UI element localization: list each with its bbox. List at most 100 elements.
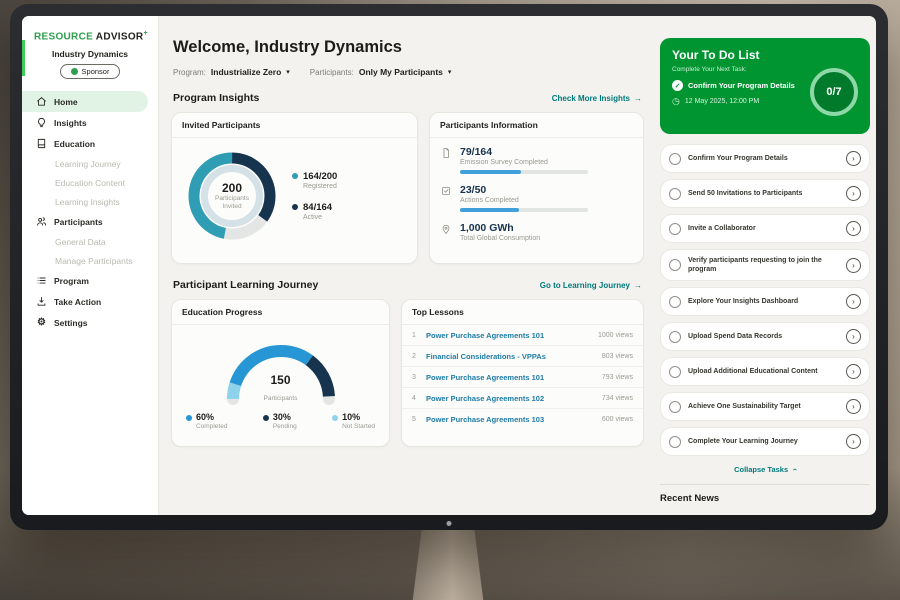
task-row-verify-participants[interactable]: Verify participants requesting to join t… (660, 249, 870, 281)
task-label: Achieve One Sustainability Target (688, 402, 839, 411)
todo-next-task[interactable]: ✓ Confirm Your Program Details (672, 80, 802, 91)
invited-participants-card: Invited Participants 200 (171, 112, 418, 264)
chevron-right-icon[interactable]: › (846, 221, 861, 236)
chevron-right-icon[interactable]: › (846, 399, 861, 414)
chevron-right-icon[interactable]: › (846, 434, 861, 449)
navy-dot-icon (263, 415, 269, 421)
task-checkbox[interactable] (669, 436, 681, 448)
donut-center-label: 200 Participants Invited (182, 146, 282, 246)
lesson-link[interactable]: Power Purchase Agreements 101 (426, 373, 596, 382)
org-block: Industry Dynamics Sponsor (22, 49, 158, 80)
sidebar-item-learning-journey[interactable]: Learning Journey (22, 154, 158, 173)
info-label: Emission Survey Completed (460, 159, 588, 166)
list-icon (36, 275, 47, 286)
participants-select[interactable]: Participants: Only My Participants ▾ (310, 67, 452, 77)
task-row-explore-insights[interactable]: Explore Your Insights Dashboard › (660, 287, 870, 316)
invited-donut-chart: 200 Participants Invited (182, 146, 282, 246)
legend-value: 84/164 (303, 202, 332, 213)
chevron-up-icon: › (790, 468, 799, 471)
task-row-upload-spend-data[interactable]: Upload Spend Data Records › (660, 322, 870, 351)
collapse-tasks-link[interactable]: Collapse Tasks › (660, 465, 870, 474)
lesson-link[interactable]: Power Purchase Agreements 101 (426, 331, 592, 340)
sidebar-item-participants[interactable]: Participants (22, 211, 158, 232)
legend-value: 164/200 (303, 171, 337, 182)
card-title: Top Lessons (402, 300, 643, 325)
invited-total: 200 (222, 181, 242, 195)
info-value: 79/164 (460, 146, 588, 158)
task-row-send-invitations[interactable]: Send 50 Invitations to Participants › (660, 179, 870, 208)
sidebar-item-manage-participants[interactable]: Manage Participants (22, 251, 158, 270)
sidebar-item-program[interactable]: Program (22, 270, 158, 291)
legend-active: 84/164 Active (292, 202, 337, 221)
gear-icon: ⚙ (36, 317, 47, 328)
sidebar-item-education[interactable]: Education (22, 133, 158, 154)
program-label: Program: (173, 68, 206, 77)
legend-label: Completed (196, 423, 227, 430)
invited-card-body: 200 Participants Invited 164/200 Registe (172, 138, 417, 254)
lesson-link[interactable]: Power Purchase Agreements 102 (426, 394, 596, 403)
go-to-learning-journey-link[interactable]: Go to Learning Journey → (540, 281, 642, 290)
chevron-right-icon[interactable]: › (846, 258, 861, 273)
task-row-invite-collaborator[interactable]: Invite a Collaborator › (660, 214, 870, 243)
task-row-achieve-target[interactable]: Achieve One Sustainability Target › (660, 392, 870, 421)
lesson-link[interactable]: Financial Considerations - VPPAs (426, 352, 596, 361)
invited-total-label: Participants Invited (208, 195, 256, 211)
task-label: Confirm Your Program Details (688, 154, 839, 163)
task-label: Explore Your Insights Dashboard (688, 297, 839, 306)
program-select[interactable]: Program: Industrialize Zero ▾ (173, 67, 290, 77)
task-checkbox[interactable] (669, 296, 681, 308)
education-progress-card: Education Progress 150 (171, 299, 390, 447)
info-value: 23/50 (460, 184, 588, 196)
sidebar-item-general-data[interactable]: General Data (22, 232, 158, 251)
task-row-upload-educational-content[interactable]: Upload Additional Educational Content › (660, 357, 870, 386)
task-checkbox[interactable] (669, 366, 681, 378)
check-more-insights-link[interactable]: Check More Insights → (552, 94, 642, 103)
sidebar-item-home[interactable]: Home (22, 91, 148, 112)
actions-progress-bar (460, 208, 588, 212)
monitor-stand (406, 520, 490, 600)
task-label: Complete Your Learning Journey (688, 437, 839, 446)
task-label: Upload Spend Data Records (688, 332, 839, 341)
task-checkbox[interactable] (669, 153, 681, 165)
task-checkbox[interactable] (669, 259, 681, 271)
chevron-down-icon: ▾ (448, 68, 452, 76)
legend-label: Pending (273, 423, 297, 430)
task-row-complete-learning-journey[interactable]: Complete Your Learning Journey › (660, 427, 870, 456)
todo-title: Your To Do List (672, 48, 858, 62)
section-title: Program Insights (173, 92, 259, 104)
clock-icon: ◷ (672, 97, 680, 106)
chevron-right-icon[interactable]: › (846, 329, 861, 344)
logo-plus: + (143, 30, 147, 37)
lesson-link[interactable]: Power Purchase Agreements 103 (426, 415, 596, 424)
education-gauge-chart: 150 Participants (221, 335, 341, 405)
task-checkbox[interactable] (669, 401, 681, 413)
task-checkbox[interactable] (669, 331, 681, 343)
task-checkbox[interactable] (669, 188, 681, 200)
filter-bar: Program: Industrialize Zero ▾ Participan… (173, 67, 644, 77)
sidebar-item-learning-insights[interactable]: Learning Insights (22, 192, 158, 211)
program-value: Industrialize Zero (211, 67, 281, 77)
task-list: Confirm Your Program Details › Send 50 I… (660, 144, 870, 456)
legend-value: 30% (273, 412, 291, 422)
sidebar-item-settings[interactable]: ⚙ Settings (22, 312, 158, 333)
lesson-row: 4 Power Purchase Agreements 102 734 view… (402, 388, 643, 409)
chevron-right-icon[interactable]: › (846, 186, 861, 201)
task-checkbox[interactable] (669, 223, 681, 235)
sidebar-item-insights[interactable]: Insights (22, 112, 158, 133)
lesson-rank: 4 (412, 395, 420, 402)
sidebar-item-education-content[interactable]: Education Content (22, 173, 158, 192)
sidebar-item-label: Education (54, 139, 95, 149)
sidebar-item-take-action[interactable]: Take Action (22, 291, 158, 312)
sponsor-badge[interactable]: Sponsor (60, 64, 121, 79)
program-insights-header: Program Insights Check More Insights → (173, 92, 642, 104)
location-pin-icon (440, 222, 452, 240)
dashboard-screen: RESOURCE ADVISOR+ Industry Dynamics Spon… (22, 16, 876, 515)
card-title: Participants Information (430, 113, 643, 138)
chevron-right-icon[interactable]: › (846, 364, 861, 379)
chevron-right-icon[interactable]: › (846, 151, 861, 166)
lesson-rank: 3 (412, 374, 420, 381)
scene-background: RESOURCE ADVISOR+ Industry Dynamics Spon… (0, 0, 900, 600)
task-row-confirm-program[interactable]: Confirm Your Program Details › (660, 144, 870, 173)
task-label: Send 50 Invitations to Participants (688, 189, 839, 198)
chevron-right-icon[interactable]: › (846, 294, 861, 309)
